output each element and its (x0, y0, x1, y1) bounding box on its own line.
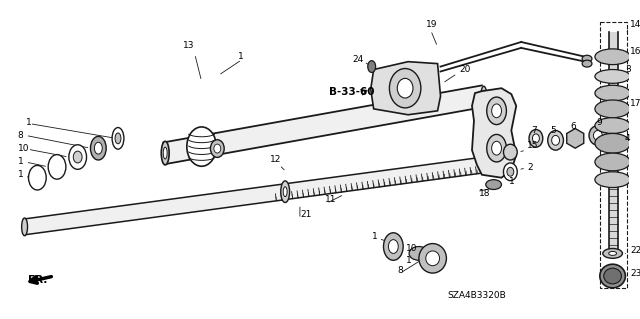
Ellipse shape (593, 130, 602, 140)
Polygon shape (609, 32, 618, 253)
Ellipse shape (388, 240, 398, 253)
Ellipse shape (582, 60, 592, 67)
Text: 1: 1 (18, 170, 24, 179)
Ellipse shape (281, 181, 289, 203)
Ellipse shape (214, 144, 221, 153)
Ellipse shape (603, 249, 623, 258)
Polygon shape (567, 129, 584, 148)
Text: 14: 14 (630, 20, 640, 29)
Ellipse shape (604, 268, 621, 284)
Ellipse shape (69, 145, 86, 169)
Text: 1: 1 (372, 232, 378, 241)
Text: 10: 10 (406, 244, 418, 253)
Ellipse shape (504, 163, 517, 181)
Ellipse shape (383, 233, 403, 260)
Ellipse shape (595, 133, 630, 153)
Ellipse shape (426, 251, 440, 266)
Text: 1: 1 (406, 256, 412, 265)
Ellipse shape (161, 141, 169, 165)
Ellipse shape (595, 49, 630, 65)
Ellipse shape (409, 247, 429, 260)
Text: SZA4B3320B: SZA4B3320B (447, 291, 506, 300)
Text: 8: 8 (18, 131, 24, 140)
Ellipse shape (486, 180, 502, 189)
Text: 20: 20 (460, 65, 470, 74)
Ellipse shape (22, 218, 28, 236)
Ellipse shape (487, 97, 506, 125)
Text: 11: 11 (324, 195, 336, 204)
Text: 22: 22 (630, 246, 640, 255)
Ellipse shape (211, 140, 224, 157)
Ellipse shape (368, 61, 376, 72)
Ellipse shape (481, 86, 487, 106)
Text: 10: 10 (18, 144, 29, 153)
Ellipse shape (48, 155, 66, 179)
Text: 1: 1 (26, 118, 31, 127)
Ellipse shape (283, 187, 287, 197)
Ellipse shape (187, 127, 216, 166)
Ellipse shape (595, 70, 630, 83)
Ellipse shape (532, 134, 540, 143)
Ellipse shape (112, 128, 124, 149)
Ellipse shape (115, 133, 121, 144)
Ellipse shape (419, 244, 447, 273)
Ellipse shape (595, 172, 630, 188)
Polygon shape (163, 85, 486, 164)
Text: 4: 4 (625, 134, 630, 143)
Ellipse shape (397, 78, 413, 98)
Text: FR.: FR. (28, 275, 47, 285)
Text: 1: 1 (238, 52, 244, 61)
Ellipse shape (595, 153, 630, 171)
Polygon shape (24, 157, 485, 235)
Ellipse shape (29, 165, 46, 190)
Ellipse shape (73, 151, 82, 163)
Polygon shape (472, 88, 516, 178)
Ellipse shape (589, 126, 607, 145)
Text: 24: 24 (352, 55, 364, 64)
Ellipse shape (609, 251, 616, 256)
Ellipse shape (504, 144, 517, 160)
Text: 23: 23 (630, 269, 640, 278)
Text: 6: 6 (570, 122, 576, 131)
Bar (600, 22, 627, 288)
Text: 13: 13 (183, 41, 195, 50)
Text: 1: 1 (509, 177, 515, 186)
Ellipse shape (582, 55, 592, 62)
Ellipse shape (548, 130, 563, 150)
Ellipse shape (94, 142, 102, 154)
Text: 1: 1 (18, 158, 24, 167)
Ellipse shape (595, 85, 630, 101)
Ellipse shape (389, 69, 421, 108)
Text: 16: 16 (630, 47, 640, 56)
Text: 8: 8 (397, 266, 403, 275)
Text: B-33-60: B-33-60 (330, 87, 375, 97)
Ellipse shape (492, 104, 502, 118)
Ellipse shape (552, 135, 559, 145)
Ellipse shape (529, 130, 543, 147)
Text: 15: 15 (527, 141, 539, 150)
Ellipse shape (595, 100, 630, 118)
Text: 12: 12 (269, 155, 281, 165)
Text: 2: 2 (527, 163, 532, 172)
Text: 18: 18 (479, 189, 490, 198)
Text: 7: 7 (531, 126, 537, 135)
Ellipse shape (600, 264, 625, 288)
Text: 9: 9 (596, 118, 602, 127)
Text: 5: 5 (550, 126, 556, 135)
Ellipse shape (595, 118, 630, 133)
Text: 17: 17 (630, 100, 640, 108)
Polygon shape (371, 62, 440, 115)
Ellipse shape (90, 137, 106, 160)
Text: 19: 19 (426, 20, 437, 29)
Ellipse shape (492, 141, 502, 155)
Ellipse shape (507, 167, 514, 176)
Text: 3: 3 (625, 65, 631, 74)
Text: 21: 21 (300, 210, 311, 219)
Ellipse shape (163, 147, 167, 159)
Ellipse shape (487, 134, 506, 162)
